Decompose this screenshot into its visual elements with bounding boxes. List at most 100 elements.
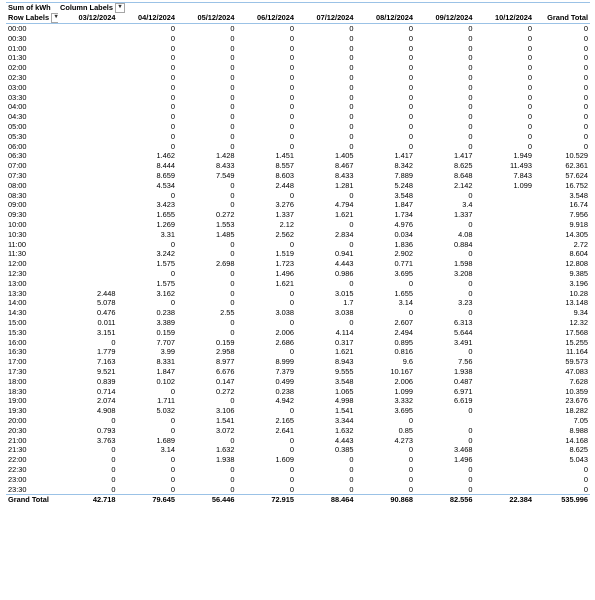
table-cell[interactable] (58, 53, 118, 63)
table-cell[interactable]: 4.976 (394, 220, 414, 230)
table-cell[interactable] (475, 436, 535, 446)
table-cell[interactable]: 8.342 (394, 161, 414, 171)
table-cell[interactable]: 3.23 (458, 298, 473, 308)
table-cell[interactable]: 11.493 (509, 161, 533, 171)
table-cell[interactable]: 0 (289, 141, 295, 151)
table-cell[interactable]: 5.078 (97, 298, 116, 308)
row-label-time[interactable]: 14:00 (8, 298, 27, 308)
table-cell[interactable]: 3.491 (454, 337, 473, 347)
grand-total-cell[interactable]: 72.915 (236, 494, 297, 506)
table-cell[interactable]: 2.165 (275, 415, 295, 425)
table-cell[interactable]: 0 (289, 239, 295, 249)
table-cell[interactable]: 0.499 (275, 376, 295, 386)
row-label-time[interactable]: 13:30 (8, 288, 27, 298)
table-cell[interactable]: 0.317 (335, 337, 354, 347)
column-filter-dropdown-icon[interactable]: ▾ (114, 3, 125, 14)
table-cell[interactable]: 3.242 (156, 249, 176, 259)
table-cell[interactable]: 0 (289, 122, 295, 132)
table-cell[interactable]: 0 (170, 239, 176, 249)
table-cell[interactable]: 0 (468, 73, 473, 83)
table-cell[interactable]: 0 (527, 43, 533, 53)
table-cell[interactable]: 0 (527, 33, 533, 43)
table-cell[interactable]: 0 (408, 474, 414, 484)
table-cell[interactable]: 0 (349, 122, 354, 132)
table-cell[interactable] (475, 367, 535, 377)
table-cell[interactable] (475, 485, 535, 495)
table-cell[interactable] (58, 44, 118, 54)
table-cell[interactable]: 7.889 (394, 171, 414, 181)
row-label-time[interactable]: 12:00 (8, 259, 27, 269)
row-label-time[interactable]: 19:30 (8, 406, 27, 416)
table-cell[interactable]: 2.562 (275, 229, 295, 239)
table-cell[interactable]: 3.038 (335, 308, 354, 318)
table-cell[interactable]: 0 (289, 63, 295, 73)
table-cell[interactable]: 8.625 (569, 445, 589, 455)
row-label-time[interactable]: 18:30 (8, 386, 27, 396)
row-label-time[interactable]: 02:00 (8, 63, 27, 73)
table-cell[interactable]: 0 (527, 141, 533, 151)
table-cell[interactable]: 2.448 (275, 180, 295, 190)
table-cell[interactable]: 3.344 (335, 415, 354, 425)
table-cell[interactable]: 0 (468, 425, 473, 435)
table-cell[interactable]: 0 (289, 43, 295, 53)
table-cell[interactable]: 2.006 (394, 376, 414, 386)
column-labels-header[interactable]: Column Labels ▾ (58, 2, 178, 14)
table-cell[interactable] (475, 406, 535, 416)
table-cell[interactable]: 3.151 (97, 327, 116, 337)
table-cell[interactable] (475, 377, 535, 387)
table-cell[interactable]: 2.902 (394, 249, 414, 259)
row-label-time[interactable]: 18:00 (8, 376, 27, 386)
table-cell[interactable]: 0 (230, 464, 235, 474)
table-cell[interactable] (58, 259, 118, 269)
table-cell[interactable]: 1.519 (275, 249, 295, 259)
table-cell[interactable]: 0 (408, 415, 414, 425)
table-cell[interactable]: 0 (170, 425, 176, 435)
table-cell[interactable]: 2.607 (394, 318, 414, 327)
table-cell[interactable]: 3.99 (160, 347, 176, 357)
table-cell[interactable]: 1.598 (454, 259, 473, 269)
row-label-time[interactable]: 10:00 (8, 220, 27, 230)
table-cell[interactable]: 0 (289, 112, 295, 122)
table-cell[interactable] (58, 102, 118, 112)
table-cell[interactable]: 0 (349, 318, 354, 327)
table-cell[interactable]: 0 (289, 190, 295, 200)
table-cell[interactable]: 3.389 (156, 318, 176, 327)
table-cell[interactable]: 0 (289, 318, 295, 327)
table-cell[interactable]: 0 (230, 484, 235, 494)
table-cell[interactable]: 1.621 (275, 278, 295, 288)
table-cell[interactable]: 0 (468, 484, 473, 494)
table-cell[interactable]: 0 (583, 484, 589, 494)
table-cell[interactable]: 0 (349, 464, 354, 474)
table-cell[interactable]: 0 (230, 474, 235, 484)
table-cell[interactable]: 0 (349, 53, 354, 63)
table-cell[interactable]: 2.958 (216, 347, 235, 357)
table-cell[interactable]: 0 (289, 131, 295, 141)
table-cell[interactable]: 0 (583, 112, 589, 122)
table-cell[interactable]: 8.604 (569, 249, 589, 259)
table-cell[interactable]: 0 (170, 141, 176, 151)
table-cell[interactable]: 9.34 (573, 308, 589, 318)
table-cell[interactable]: 0 (170, 190, 176, 200)
table-cell[interactable]: 0 (468, 406, 473, 416)
table-cell[interactable]: 2.142 (454, 180, 473, 190)
row-label-time[interactable]: 00:00 (8, 24, 27, 34)
table-cell[interactable]: 10.167 (390, 366, 414, 376)
table-cell[interactable]: 5.032 (156, 406, 176, 416)
table-cell[interactable]: 5.248 (394, 180, 414, 190)
table-cell[interactable]: 8.433 (335, 171, 354, 181)
table-cell[interactable]: 0 (408, 24, 414, 34)
table-cell[interactable]: 4.114 (335, 327, 354, 337)
table-cell[interactable]: 6.313 (454, 318, 473, 327)
row-label-time[interactable]: 21:30 (8, 445, 27, 455)
row-label-time[interactable]: 11:00 (8, 239, 26, 249)
row-label-time[interactable]: 23:30 (8, 484, 27, 494)
table-cell[interactable] (475, 387, 535, 397)
table-cell[interactable]: 1.779 (97, 347, 116, 357)
table-cell[interactable]: 0 (583, 24, 589, 34)
row-label-time[interactable]: 19:00 (8, 396, 27, 406)
table-cell[interactable]: 0 (349, 112, 354, 122)
table-cell[interactable]: 0 (583, 464, 589, 474)
table-cell[interactable]: 0 (170, 386, 176, 396)
table-cell[interactable] (475, 230, 535, 240)
table-cell[interactable]: 0 (468, 435, 473, 445)
